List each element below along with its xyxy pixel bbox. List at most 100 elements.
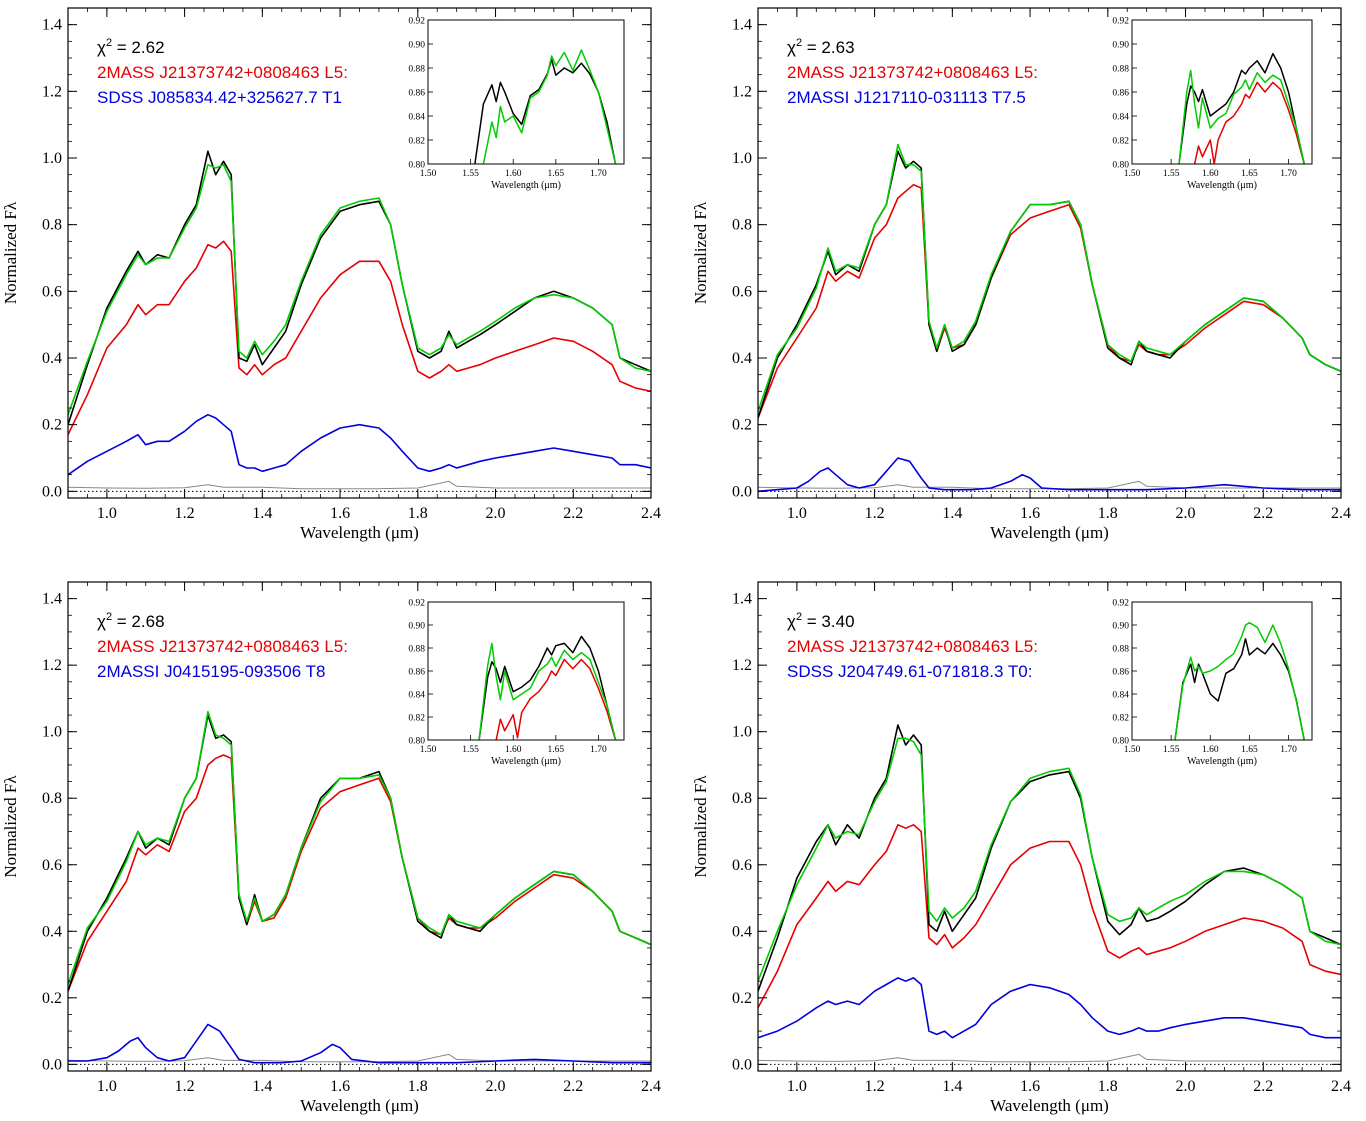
inset-x-tick-label: 1.65: [1241, 169, 1258, 179]
y-tick-label: 0.4: [732, 923, 752, 940]
inset-y-tick-label: 0.86: [408, 668, 425, 678]
composite-spectrum-line: [758, 737, 1341, 982]
inset-x-axis-label: Wavelength (μm): [491, 180, 561, 191]
secondary-spectrum-line: [68, 413, 651, 476]
inset-y-tick-label: 0.88: [408, 645, 425, 655]
inset-x-tick-label: 1.60: [1202, 169, 1219, 179]
x-tick-label: 1.6: [1020, 1078, 1040, 1095]
y-tick-label: 0.0: [42, 1056, 62, 1073]
inset-x-axis-label: Wavelength (μm): [1187, 180, 1257, 191]
inset-x-tick-label: 1.50: [1124, 745, 1141, 755]
observed-spectrum-line: [758, 150, 1341, 419]
inset-primary-line: [495, 658, 617, 740]
y-tick-label: 0.6: [42, 857, 62, 874]
x-tick-label: 1.6: [330, 505, 350, 522]
x-tick-label: 2.2: [563, 1078, 583, 1095]
panel-1: 1.0 1.2 1.4 1.6 1.8 2.0 2.2 2.4 0.0 0.2 0.4 0.6 0.8 1…: [1, 7, 661, 542]
inset-x-tick-label: 1.55: [1163, 169, 1180, 179]
x-tick-label: 2.0: [1176, 1078, 1196, 1095]
y-tick-label: 0.6: [42, 283, 62, 300]
x-tick-label: 1.8: [408, 505, 428, 522]
inset-background: [428, 20, 624, 164]
inset-y-tick-label: 0.84: [408, 691, 425, 701]
x-tick-label: 2.2: [563, 505, 583, 522]
inset-composite-line: [1174, 621, 1305, 740]
panel-4: 1.0 1.2 1.4 1.6 1.8 2.0 2.2 2.4 0.0 0.2 0.4 0.6 0.8 1…: [691, 581, 1351, 1115]
composite-spectrum-line: [68, 163, 651, 415]
y-tick-label: 1.4: [42, 591, 62, 608]
secondary-template-label: 2MASSI J1217110-031113 T7.5: [787, 88, 1026, 107]
inset-x-tick-label: 1.60: [505, 745, 522, 755]
x-tick-label: 1.0: [97, 1078, 117, 1095]
inset-y-tick-label: 0.82: [408, 137, 425, 147]
y-tick-label: 0.0: [732, 483, 752, 500]
inset-y-tick-label: 0.84: [408, 113, 425, 123]
inset-primary-line: [1193, 81, 1305, 164]
inset-y-tick-label: 0.84: [1112, 691, 1129, 701]
y-axis-label: Normalized Fλ: [1, 775, 20, 878]
x-axis-label: Wavelength (μm): [990, 1096, 1109, 1115]
secondary-spectrum-line: [758, 457, 1341, 493]
inset-y-tick-label: 0.90: [1112, 41, 1129, 51]
y-tick-label: 0.2: [732, 990, 752, 1007]
inset-y-tick-label: 0.90: [408, 622, 425, 632]
x-tick-label: 1.4: [942, 1078, 962, 1095]
x-tick-label: 1.8: [1098, 1078, 1118, 1095]
primary-spectrum-line: [758, 183, 1341, 419]
y-tick-label: 0.4: [732, 350, 752, 367]
y-tick-label: 1.2: [42, 657, 62, 674]
x-tick-label: 2.2: [1253, 1078, 1273, 1095]
x-tick-label: 2.0: [486, 1078, 506, 1095]
x-axis-label: Wavelength (μm): [300, 523, 419, 542]
inset-y-tick-label: 0.90: [1112, 622, 1129, 632]
x-tick-label: 2.2: [1253, 505, 1273, 522]
chi-squared-label: χ2 = 2.68: [97, 611, 165, 631]
inset-composite-line: [482, 49, 617, 164]
y-tick-label: 1.0: [732, 724, 752, 741]
y-tick-label: 0.0: [732, 1056, 752, 1073]
y-tick-label: 0.6: [732, 283, 752, 300]
y-tick-label: 1.4: [42, 17, 62, 34]
y-tick-label: 0.4: [42, 350, 62, 367]
secondary-template-label: SDSS J204749.61-071818.3 T0:: [787, 662, 1032, 681]
x-tick-label: 2.4: [1331, 505, 1351, 522]
inset-y-tick-label: 0.80: [1112, 161, 1129, 171]
primary-template-label: 2MASS J21373742+0808463 L5:: [787, 637, 1038, 656]
secondary-template-label: 2MASSI J0415195-093506 T8: [97, 662, 325, 681]
y-tick-label: 1.4: [732, 17, 752, 34]
x-tick-label: 1.2: [175, 505, 195, 522]
observed-spectrum-line: [68, 714, 651, 992]
x-tick-label: 1.2: [175, 1078, 195, 1095]
composite-spectrum-line: [758, 143, 1341, 412]
y-tick-label: 1.2: [732, 83, 752, 100]
primary-spectrum-line: [68, 240, 651, 436]
y-tick-label: 1.0: [42, 724, 62, 741]
inset-x-tick-label: 1.70: [590, 745, 607, 755]
inset-y-tick-label: 0.92: [408, 17, 425, 27]
x-tick-label: 2.4: [1331, 1078, 1351, 1095]
inset-x-tick-label: 1.70: [1280, 745, 1297, 755]
inset-composite-line: [1178, 69, 1305, 164]
inset-y-tick-label: 0.92: [1112, 17, 1129, 27]
inset-y-tick-label: 0.84: [1112, 113, 1129, 123]
y-tick-label: 0.4: [42, 923, 62, 940]
inset-x-tick-label: 1.70: [590, 169, 607, 179]
inset-x-tick-label: 1.65: [1241, 745, 1258, 755]
inset-y-tick-label: 0.92: [1112, 599, 1129, 609]
inset-x-axis-label: Wavelength (μm): [1187, 756, 1257, 767]
inset-y-tick-label: 0.82: [408, 714, 425, 724]
y-axis-label: Normalized Fλ: [691, 201, 710, 304]
x-tick-label: 1.2: [865, 505, 885, 522]
y-axis-label: Normalized Fλ: [691, 775, 710, 878]
x-tick-label: 1.0: [97, 505, 117, 522]
y-tick-label: 0.2: [42, 417, 62, 434]
inset-x-tick-label: 1.65: [548, 169, 565, 179]
inset-y-tick-label: 0.88: [408, 65, 425, 75]
panel-3: 1.0 1.2 1.4 1.6 1.8 2.0 2.2 2.4 0.0 0.2 0.4 0.6 0.8 1…: [1, 581, 661, 1115]
inset-y-tick-label: 0.88: [1112, 645, 1129, 655]
inset-3: 1.50 1.55 1.60 1.65 1.70 0.80 0.82 0.84 0.86 0.88…: [408, 599, 625, 767]
inset-y-tick-label: 0.80: [408, 161, 425, 171]
primary-spectrum-line: [68, 754, 651, 992]
inset-x-tick-label: 1.55: [462, 745, 479, 755]
x-tick-label: 2.4: [641, 1078, 661, 1095]
